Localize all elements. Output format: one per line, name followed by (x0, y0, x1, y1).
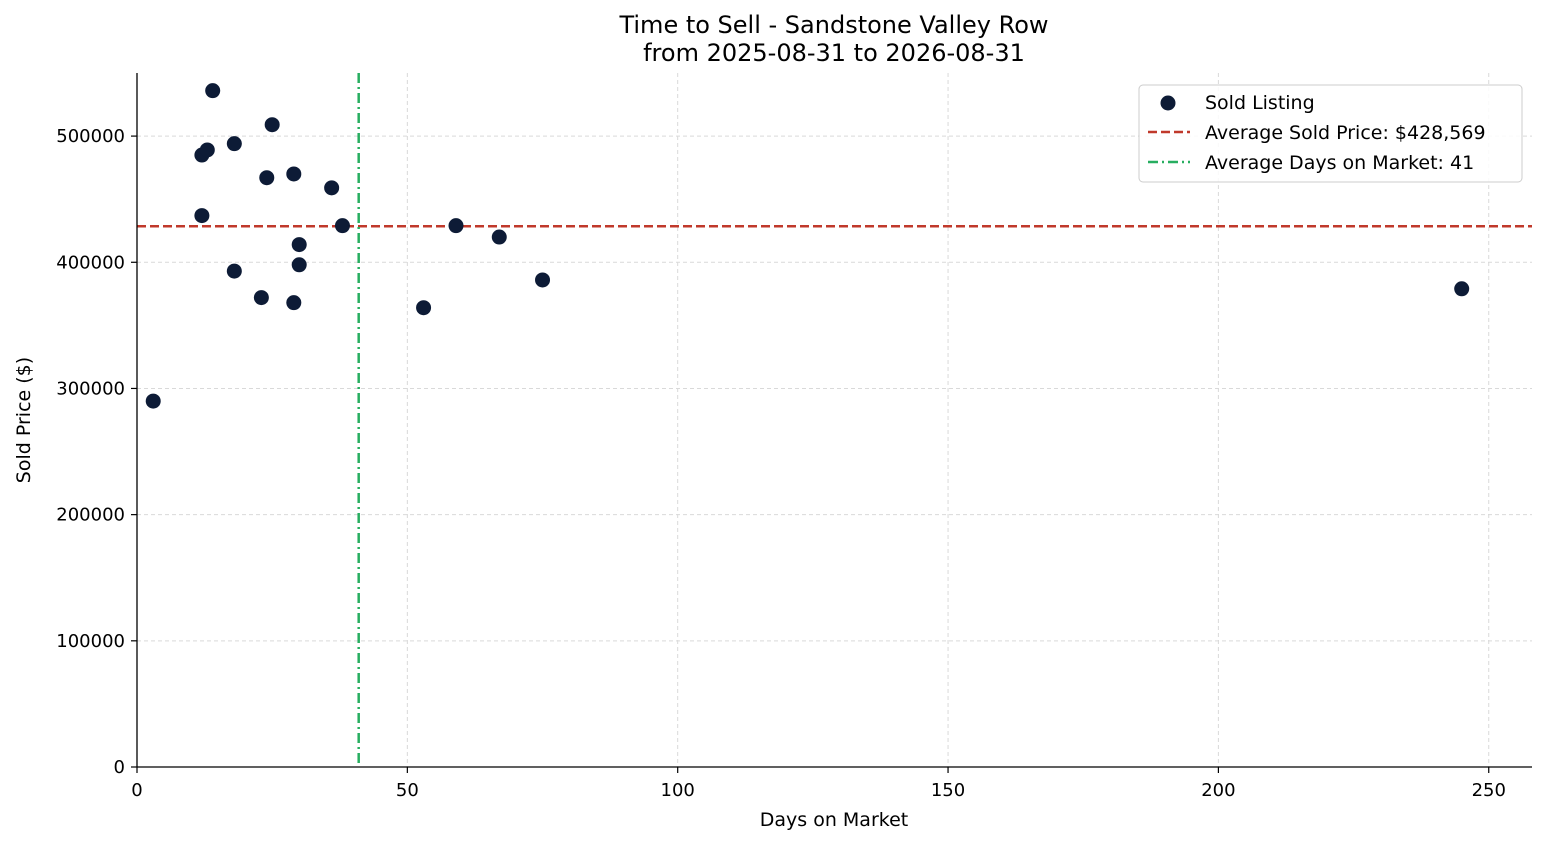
ticks: 0 50 100 150 200 250 0 100000 200000 300000 400000… (56, 126, 1506, 801)
y-tick-label: 400000 (56, 252, 125, 273)
x-tick-label: 0 (131, 780, 142, 801)
x-tick-label: 200 (1201, 780, 1235, 801)
data-point (334, 218, 350, 234)
y-tick-label: 0 (114, 757, 125, 778)
x-tick-label: 50 (396, 780, 419, 801)
data-point (535, 272, 551, 288)
data-point (145, 393, 161, 409)
data-point (199, 142, 215, 158)
data-point (205, 83, 221, 99)
legend-marker-sold-listing (1160, 95, 1176, 111)
x-tick-label: 250 (1472, 780, 1506, 801)
legend-box (1138, 84, 1523, 183)
data-point (491, 229, 507, 245)
legend-label-average-price: Average Sold Price: $428,569 (1205, 122, 1486, 144)
x-tick-label: 100 (661, 780, 695, 801)
data-point (226, 136, 242, 152)
legend-label-sold-listing: Sold Listing (1205, 92, 1315, 114)
x-axis-label: Days on Market (760, 809, 908, 831)
data-point (291, 257, 307, 273)
data-point (416, 300, 432, 316)
data-point (448, 218, 464, 234)
data-point (1454, 281, 1470, 297)
data-point (291, 237, 307, 253)
y-tick-label: 300000 (56, 378, 125, 399)
y-tick-label: 100000 (56, 631, 125, 652)
data-point (264, 117, 280, 133)
legend-label-average-days: Average Days on Market: 41 (1205, 152, 1474, 174)
axes (136, 73, 1532, 768)
legend: Sold Listing Average Sold Price: $428,56… (1138, 84, 1523, 183)
x-tick-label: 150 (931, 780, 965, 801)
chart-subtitle: from 2025-08-31 to 2026-08-31 (643, 39, 1025, 67)
data-point (324, 180, 340, 196)
y-tick-label: 500000 (56, 126, 125, 147)
scatter-points (145, 83, 1470, 409)
y-tick-label: 200000 (56, 505, 125, 526)
data-point (259, 170, 275, 186)
data-point (253, 290, 269, 306)
data-point (286, 295, 302, 311)
chart-title: Time to Sell - Sandstone Valley Row (618, 11, 1048, 39)
data-point (286, 166, 302, 182)
data-point (194, 208, 210, 224)
data-point (226, 263, 242, 279)
reference-lines (137, 73, 1532, 767)
y-axis-label: Sold Price ($) (13, 357, 35, 483)
